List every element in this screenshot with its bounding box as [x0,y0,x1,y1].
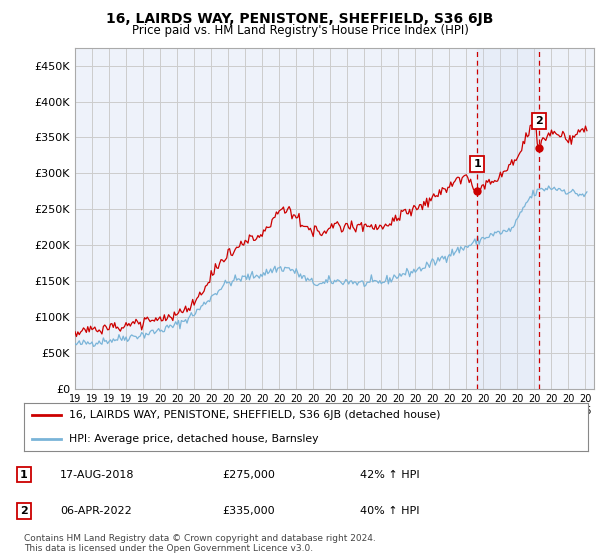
Text: Price paid vs. HM Land Registry's House Price Index (HPI): Price paid vs. HM Land Registry's House … [131,24,469,37]
Text: Contains HM Land Registry data © Crown copyright and database right 2024.
This d: Contains HM Land Registry data © Crown c… [24,534,376,553]
Bar [477,48,539,389]
Text: 42% ↑ HPI: 42% ↑ HPI [360,470,419,479]
Text: 17-AUG-2018: 17-AUG-2018 [60,470,134,479]
Text: 2: 2 [535,116,543,126]
Text: 2: 2 [20,506,28,516]
Text: 1: 1 [20,470,28,479]
Text: 40% ↑ HPI: 40% ↑ HPI [360,506,419,516]
Text: 06-APR-2022: 06-APR-2022 [60,506,132,516]
Text: 16, LAIRDS WAY, PENISTONE, SHEFFIELD, S36 6JB: 16, LAIRDS WAY, PENISTONE, SHEFFIELD, S3… [106,12,494,26]
Text: £335,000: £335,000 [222,506,275,516]
Text: 16, LAIRDS WAY, PENISTONE, SHEFFIELD, S36 6JB (detached house): 16, LAIRDS WAY, PENISTONE, SHEFFIELD, S3… [69,410,440,420]
Text: £275,000: £275,000 [222,470,275,479]
Text: HPI: Average price, detached house, Barnsley: HPI: Average price, detached house, Barn… [69,434,319,444]
Text: 1: 1 [473,159,481,169]
